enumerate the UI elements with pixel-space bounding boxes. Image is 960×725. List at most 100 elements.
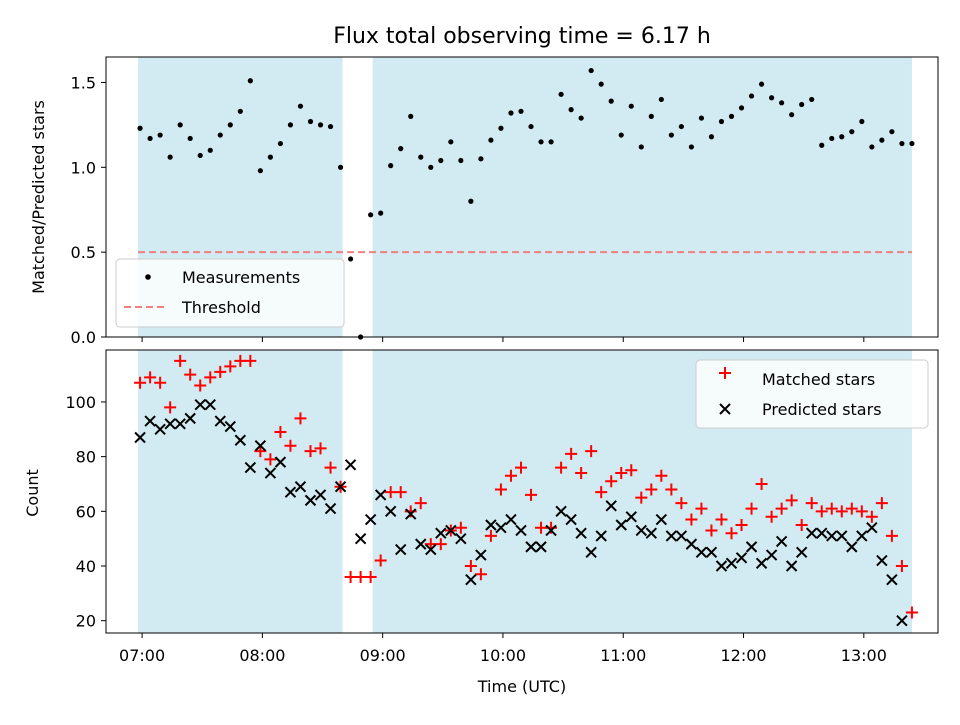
predicted-star-point [755, 557, 768, 569]
matched-star-point [525, 488, 538, 501]
measurement-point [528, 123, 534, 130]
matched-star-point [725, 527, 738, 540]
measurement-point [748, 93, 755, 99]
measurement-point [578, 115, 584, 121]
top-axes-frame [105, 56, 939, 338]
predicted-star-point [515, 524, 527, 537]
x-tick-label: 07:00 [119, 646, 165, 665]
legend-measurements-label: Measurements [182, 268, 300, 287]
matched-star-point [314, 442, 327, 455]
top-y-tick-label: 1.5 [71, 73, 96, 92]
measurement-point [809, 96, 815, 103]
measurement-point [498, 125, 504, 131]
measurement-point [347, 256, 354, 262]
bottom-y-ticks: 20 40 60 80 100 [65, 393, 106, 631]
matched-star-point [765, 510, 778, 523]
measurement-point [297, 103, 304, 109]
matched-star-point [865, 510, 878, 523]
measurement-point [378, 210, 384, 216]
matched-star-point [685, 513, 698, 526]
measurement-point [227, 122, 233, 128]
measurement-point [538, 139, 544, 145]
matched-star-point [835, 505, 848, 518]
measurement-point [408, 113, 414, 119]
matched-star-point [194, 379, 207, 392]
measurement-point [869, 144, 875, 150]
bottom-x-ticks: 07:00 08:00 09:00 10:00 11:00 12:00 13:00 [119, 633, 887, 665]
predicted-star-point [475, 549, 487, 561]
matched-star-point [374, 554, 387, 567]
predicted-star-point [876, 554, 888, 567]
predicted-star-point [304, 494, 317, 507]
matched-star-point [144, 371, 157, 384]
matched-star-point [354, 570, 367, 583]
predicted-star-point [555, 505, 567, 518]
legend-matched-marker [719, 367, 731, 379]
measurement-point [899, 140, 905, 147]
matched-star-point [635, 491, 648, 504]
predicted-star-point [425, 543, 437, 556]
matched-star-point [464, 560, 477, 573]
predicted-star-point [144, 415, 156, 427]
bottom-y-tick-label: 80 [76, 448, 96, 467]
top-shaded-period [372, 57, 912, 337]
matched-star-point [875, 497, 888, 510]
measurement-point [779, 100, 785, 106]
predicted-star-point [254, 439, 267, 452]
predicted-star-point [896, 614, 908, 627]
top-legend-box [115, 258, 345, 328]
measurement-point [307, 118, 314, 125]
measurement-point [428, 164, 434, 170]
measurement-point [257, 168, 263, 174]
bottom-y-axis-label: Count [23, 469, 42, 517]
predicted-star-point [816, 527, 828, 539]
predicted-star-point [886, 573, 898, 586]
measurement-point [678, 123, 684, 130]
x-tick-label: 10:00 [480, 646, 526, 665]
predicted-star-point [846, 541, 858, 553]
predicted-star-point [685, 538, 698, 550]
measurement-point [718, 118, 725, 125]
measurement-point [317, 122, 324, 128]
predicted-star-point [314, 489, 327, 501]
top-y-ticks: 0.0 0.5 1.0 1.5 [71, 73, 106, 347]
matched-star-point [585, 445, 598, 458]
bottom-y-tick-label: 60 [76, 502, 96, 521]
predicted-star-point [244, 461, 257, 474]
matched-star-point [795, 518, 808, 531]
predicted-star-point [294, 481, 307, 493]
predicted-star-point [384, 505, 397, 518]
measurement-point [267, 154, 273, 160]
measurement-point [468, 198, 474, 204]
predicted-star-point [465, 573, 477, 586]
predicted-star-point [635, 524, 647, 537]
predicted-star-point [184, 412, 196, 425]
predicted-star-point [585, 546, 597, 559]
x-axis-label: Time (UTC) [477, 677, 566, 696]
predicted-star-point [665, 530, 678, 542]
predicted-star-point [224, 420, 237, 433]
predicted-star-point [595, 530, 607, 542]
predicted-star-point [785, 560, 798, 572]
measurement-point [618, 132, 624, 138]
measurement-point [909, 140, 915, 147]
predicted-star-point [505, 513, 517, 526]
chart-title: Flux total observing time = 6.17 h [333, 24, 711, 49]
predicted-star-point [485, 519, 497, 531]
matched-star-point [364, 570, 377, 583]
measurement-point [658, 96, 664, 103]
predicted-star-point [264, 467, 277, 479]
matched-star-point [705, 524, 718, 537]
measurement-point [758, 81, 765, 87]
predicted-star-point [645, 527, 658, 539]
matched-star-point [885, 529, 898, 542]
legend-measurements-marker [145, 274, 151, 280]
matched-star-point [344, 570, 357, 583]
bottom-y-tick-label: 20 [76, 612, 96, 631]
legend-predicted-marker [719, 403, 731, 415]
measurement-point [668, 132, 674, 138]
matched-star-point [895, 560, 908, 573]
measurement-point [859, 118, 865, 125]
measurement-point [608, 98, 614, 104]
